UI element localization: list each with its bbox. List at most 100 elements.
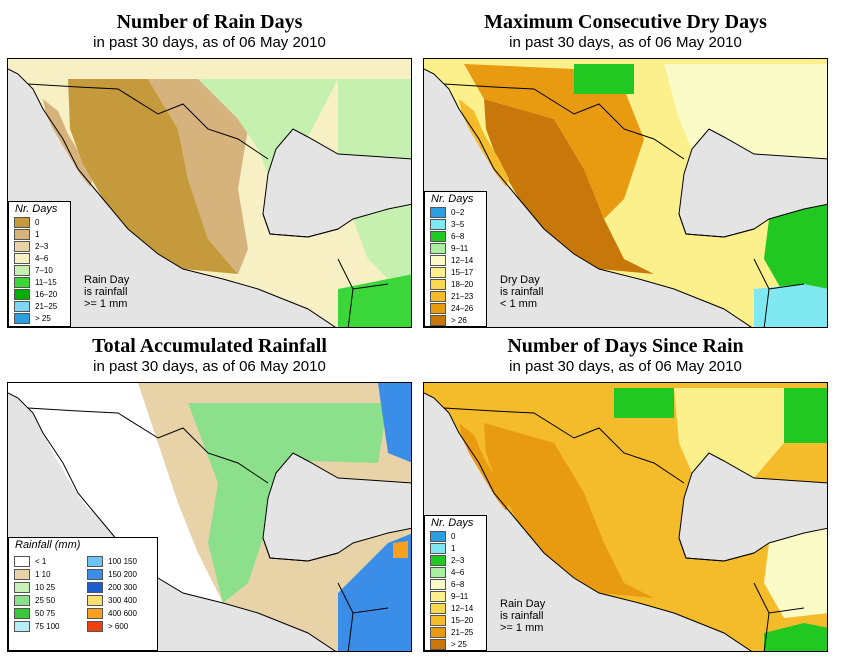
legend-days-since-rain: Nr. Days 0 1 2–3 4–6 6–8 9–11 12–14 15–2…	[424, 515, 487, 651]
yellow-region-ne	[674, 388, 784, 478]
legend-swatch	[14, 264, 30, 276]
legend-item: 9–11	[430, 590, 468, 602]
legend-swatch	[430, 290, 446, 302]
legend-max-dry-days: Nr. Days 0–2 3–5 6–8 9–11 12–14 15–17 18…	[424, 191, 487, 327]
wet-region-east	[198, 79, 338, 174]
baja-peninsula	[459, 423, 509, 511]
baja-peninsula	[43, 423, 93, 511]
legend-swatch	[14, 620, 30, 632]
panel-title: Maximum Consecutive Dry Days	[484, 11, 767, 33]
legend-item: 11–15	[14, 276, 57, 288]
legend-title: Nr. Days	[431, 517, 474, 529]
coastline	[8, 68, 411, 327]
legend-swatch	[430, 614, 446, 626]
legend-item: 18–20	[430, 278, 473, 290]
legend-item: < 1	[14, 555, 46, 567]
green-region-ne	[784, 388, 827, 443]
legend-total-rainfall: Rainfall (mm) < 1 1 10 10 25 25 50 50 75…	[8, 537, 158, 651]
legend-item: > 26	[430, 314, 467, 326]
legend-item: 16–20	[14, 288, 57, 300]
green-patch-yucatan	[353, 204, 411, 279]
orange-spot	[393, 541, 408, 558]
legend-swatch	[14, 568, 30, 580]
legend-item: 400 600	[87, 607, 137, 619]
legend-swatch	[430, 314, 446, 326]
legend-item: > 600	[87, 620, 128, 632]
legend-swatch	[430, 254, 446, 266]
legend-title: Nr. Days	[431, 193, 474, 205]
legend-swatch	[430, 554, 446, 566]
map-canvas	[8, 59, 411, 327]
legend-item: 6–8	[430, 578, 464, 590]
panel-title: Number of Days Since Rain	[507, 335, 744, 357]
legend-item: 4–6	[430, 566, 464, 578]
legend-swatch	[430, 266, 446, 278]
map-total-rainfall[interactable]: Rainfall (mm) < 1 1 10 10 25 25 50 50 75…	[7, 382, 412, 652]
panel-subtitle: in past 30 days, as of 06 May 2010	[93, 34, 326, 51]
map-days-since-rain[interactable]: Nr. Days 0 1 2–3 4–6 6–8 9–11 12–14 15–2…	[423, 382, 828, 652]
legend-swatch	[430, 542, 446, 554]
legend-item: 15–17	[430, 266, 473, 278]
legend-swatch	[14, 228, 30, 240]
coastline	[424, 68, 827, 327]
legend-note: Rain Day is rainfall >= 1 mm	[84, 274, 130, 310]
legend-swatch	[14, 276, 30, 288]
legend-swatch	[14, 216, 30, 228]
legend-note: Dry Day is rainfall < 1 mm	[500, 274, 544, 310]
map-rain-days[interactable]: Nr. Days 0 1 2–3 4–6 7–10 11–15 16–20 21…	[7, 58, 412, 328]
dry-region-west	[484, 99, 654, 274]
dry-region-white	[8, 383, 223, 603]
legend-item: 9–11	[430, 242, 468, 254]
legend-swatch	[87, 620, 103, 632]
legend-swatch	[430, 242, 446, 254]
legend-swatch	[14, 594, 30, 606]
legend-swatch	[14, 581, 30, 593]
panel-max-dry-days: Maximum Consecutive Dry Days in past 30 …	[423, 10, 828, 328]
legend-item: 0	[14, 216, 39, 228]
green-patch-se	[338, 274, 411, 327]
legend-item: > 25	[430, 638, 467, 650]
legend-item: 1 10	[14, 568, 51, 580]
legend-item: 75 100	[14, 620, 59, 632]
legend-swatch	[430, 230, 446, 242]
legend-note: Rain Day is rainfall >= 1 mm	[500, 598, 546, 634]
wet-region-north	[574, 64, 634, 94]
legend-rain-days: Nr. Days 0 1 2–3 4–6 7–10 11–15 16–20 21…	[8, 201, 71, 327]
map-canvas	[8, 383, 411, 651]
legend-item: 4–6	[14, 252, 48, 264]
panel-days-since-rain: Number of Days Since Rain in past 30 day…	[423, 334, 828, 652]
legend-item: 25 50	[14, 594, 55, 606]
legend-swatch	[14, 300, 30, 312]
legend-item: 21–25	[14, 300, 57, 312]
legend-item: 0–2	[430, 206, 464, 218]
legend-item: 21–23	[430, 290, 473, 302]
legend-item: 2–3	[14, 240, 48, 252]
legend-item: 300 400	[87, 594, 137, 606]
legend-item: 50 75	[14, 607, 55, 619]
legend-swatch	[430, 566, 446, 578]
map-canvas	[424, 383, 827, 651]
map-max-dry-days[interactable]: Nr. Days 0–2 3–5 6–8 9–11 12–14 15–17 18…	[423, 58, 828, 328]
legend-item: 24–26	[430, 302, 473, 314]
dry-region-west	[484, 423, 654, 598]
legend-swatch	[87, 568, 103, 580]
blue-region-se	[338, 533, 411, 651]
baja-peninsula	[43, 99, 93, 187]
moist-region	[148, 79, 258, 274]
legend-item: 10 25	[14, 581, 55, 593]
dry-region-central	[464, 64, 644, 219]
legend-swatch	[87, 594, 103, 606]
legend-swatch	[14, 288, 30, 300]
legend-swatch	[430, 206, 446, 218]
legend-swatch	[87, 581, 103, 593]
legend-item: 3–5	[430, 218, 464, 230]
legend-item: 2–3	[430, 554, 464, 566]
yucatan-green	[764, 204, 827, 294]
legend-item: 7–10	[14, 264, 53, 276]
legend-swatch	[430, 530, 446, 542]
legend-item: 15–20	[430, 614, 473, 626]
legend-swatch	[430, 278, 446, 290]
legend-swatch	[430, 626, 446, 638]
legend-swatch	[430, 590, 446, 602]
panel-title: Total Accumulated Rainfall	[92, 335, 327, 357]
